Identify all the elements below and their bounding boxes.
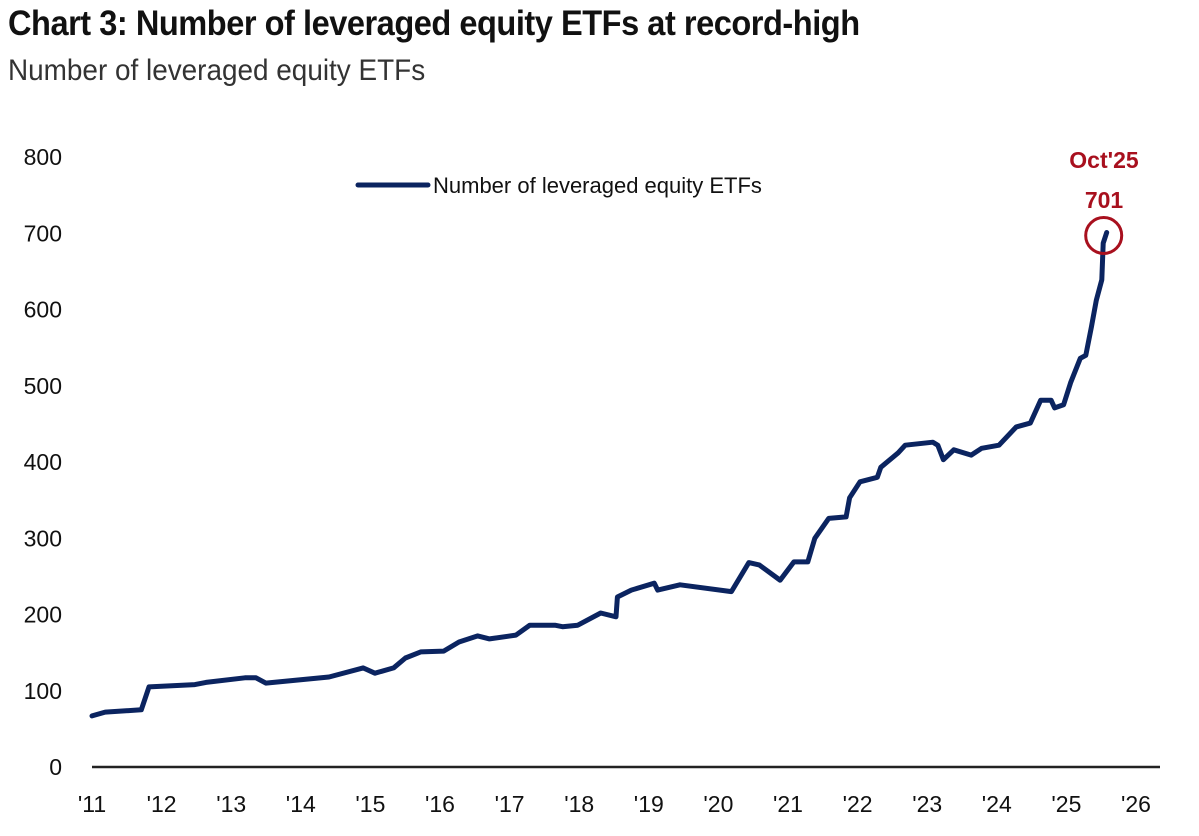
y-tick-label: 0 [49, 754, 62, 780]
x-tick-label: '22 [843, 791, 873, 817]
x-tick-label: '23 [912, 791, 942, 817]
y-tick-label: 100 [24, 678, 62, 704]
annotation-value: 701 [1085, 187, 1124, 213]
legend: Number of leveraged equity ETFs [355, 173, 762, 198]
x-tick-label: '25 [1051, 791, 1081, 817]
y-tick-label: 700 [24, 220, 62, 246]
y-axis: 0 100 200 300 400 500 600 700 800 [24, 144, 62, 780]
x-tick-label: '19 [634, 791, 664, 817]
series-line [89, 230, 1110, 719]
x-tick-label: '14 [286, 791, 316, 817]
annotation-circle [1084, 215, 1124, 255]
x-tick-label: '21 [773, 791, 803, 817]
x-tick-label: '15 [355, 791, 385, 817]
chart-title: Chart 3: Number of leveraged equity ETFs… [8, 4, 860, 43]
x-tick-label: '17 [495, 791, 525, 817]
y-tick-label: 800 [24, 144, 62, 170]
x-tick-label: '11 [78, 791, 106, 817]
chart-subtitle: Number of leveraged equity ETFs [8, 54, 426, 87]
annotation-label: Oct'25 [1069, 147, 1139, 173]
y-tick-label: 400 [24, 449, 62, 475]
x-tick-label: '24 [982, 791, 1012, 817]
y-tick-label: 600 [24, 297, 62, 323]
x-tick-label: '26 [1121, 791, 1151, 817]
x-tick-label: '18 [564, 791, 594, 817]
series-group [89, 230, 1110, 719]
legend-label: Number of leveraged equity ETFs [433, 173, 762, 198]
y-tick-label: 500 [24, 373, 62, 399]
annotation: Oct'25 701 [1069, 147, 1139, 255]
x-tick-label: '20 [703, 791, 733, 817]
x-tick-label: '12 [147, 791, 177, 817]
y-tick-label: 300 [24, 525, 62, 551]
x-tick-label: '13 [216, 791, 246, 817]
x-tick-label: '16 [425, 791, 455, 817]
x-axis: '11 '12 '13 '14 '15 '16 '17 '18 '19 '20 '21 '22 '23 '… [78, 791, 1151, 817]
y-tick-label: 200 [24, 602, 62, 628]
